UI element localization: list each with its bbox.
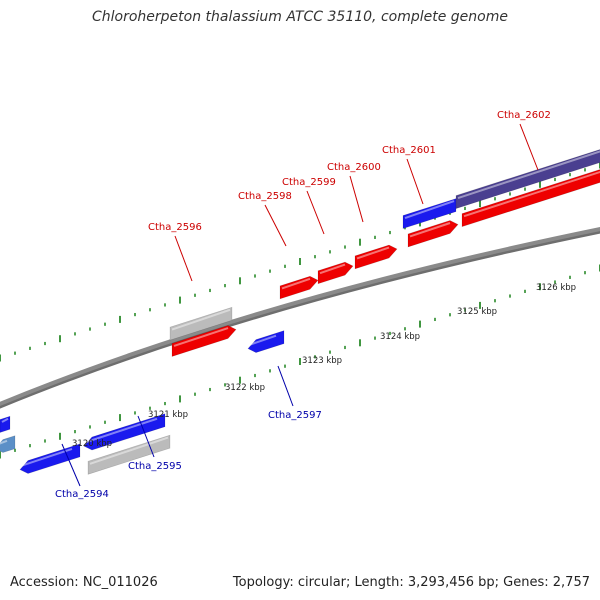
scale-label: 3123 kbp bbox=[302, 356, 342, 366]
callout-line bbox=[174, 235, 193, 282]
gene-ctha-2601-reverse[interactable] bbox=[402, 198, 457, 229]
scale-label: 3121 kbp bbox=[148, 410, 188, 420]
gene-ctha-2596-rna[interactable] bbox=[169, 306, 233, 341]
gene-ctha-2595[interactable] bbox=[83, 413, 166, 451]
gene-label-reverse[interactable]: Ctha_2597 bbox=[268, 410, 322, 421]
gene-ctha-2595-rna-highlight bbox=[89, 436, 169, 465]
scale-label: 3125 kbp bbox=[457, 307, 497, 317]
callout-line bbox=[277, 365, 294, 407]
gene-label-forward[interactable]: Ctha_2600 bbox=[327, 162, 381, 173]
gene-ctha-2598-highlight bbox=[281, 277, 311, 290]
backbone-shadow bbox=[0, 228, 600, 409]
scale-label: 3122 kbp bbox=[225, 383, 265, 393]
gene-ctha-2601-highlight bbox=[409, 222, 451, 238]
gene-left-edge[interactable] bbox=[0, 415, 11, 433]
lower-tick-track bbox=[0, 264, 600, 459]
gene-ctha-2599-highlight bbox=[319, 263, 346, 275]
gene-ctha-2595-highlight bbox=[85, 417, 158, 444]
gene-ctha-2601-reverse-highlight bbox=[404, 200, 455, 219]
gene-ctha-2594-highlight bbox=[21, 448, 73, 467]
callout-line bbox=[61, 443, 81, 487]
gene-ctha-2601[interactable] bbox=[407, 220, 459, 248]
gene-pale-edge[interactable] bbox=[0, 435, 16, 453]
upper-tick-track bbox=[0, 161, 600, 362]
gene-ctha-2597-highlight bbox=[249, 334, 277, 346]
genome-backbone bbox=[0, 227, 600, 407]
gene-label-forward[interactable]: Ctha_2598 bbox=[238, 191, 292, 202]
callout-line bbox=[349, 175, 364, 223]
gene-label-forward[interactable]: Ctha_2596 bbox=[148, 222, 202, 233]
gene-ctha-2600[interactable] bbox=[354, 244, 398, 270]
gene-label-reverse[interactable]: Ctha_2594 bbox=[55, 489, 109, 500]
scale-label: 3124 kbp bbox=[380, 332, 420, 342]
gene-pale-edge-highlight bbox=[0, 439, 8, 445]
callout-line bbox=[137, 415, 155, 458]
gene-label-reverse[interactable]: Ctha_2595 bbox=[128, 461, 182, 472]
gene-purple-block-highlight bbox=[457, 150, 600, 200]
scale-label: 3120 kbp bbox=[72, 439, 112, 449]
gene-ctha-2602-highlight bbox=[463, 170, 600, 218]
callout-line bbox=[306, 190, 325, 235]
gene-ctha-2599[interactable] bbox=[317, 261, 354, 285]
gene-label-forward[interactable]: Ctha_2602 bbox=[497, 110, 551, 121]
gene-ctha-2602[interactable] bbox=[461, 169, 600, 228]
callout-line bbox=[406, 158, 424, 205]
gene-purple-block[interactable] bbox=[455, 146, 600, 209]
gene-ctha-2600-highlight bbox=[356, 246, 390, 260]
gene-label-forward[interactable]: Ctha_2601 bbox=[382, 145, 436, 156]
gene-ctha-2598[interactable] bbox=[279, 275, 319, 300]
gene-ctha-2596-rna-highlight bbox=[171, 308, 231, 331]
scale-label: 3126 kbp bbox=[536, 283, 576, 293]
map-title: Chloroherpeton thalassium ATCC 35110, co… bbox=[92, 9, 508, 25]
genome-summary-text: Topology: circular; Length: 3,293,456 bp… bbox=[232, 575, 590, 590]
gene-left-edge-highlight bbox=[1, 417, 9, 423]
callout-line bbox=[264, 204, 287, 247]
gene-label-forward[interactable]: Ctha_2599 bbox=[282, 177, 336, 188]
gene-ctha-2596[interactable] bbox=[171, 325, 237, 357]
callout-line bbox=[519, 123, 539, 171]
gene-ctha-2597[interactable] bbox=[247, 330, 285, 353]
accession-text: Accession: NC_011026 bbox=[10, 575, 158, 590]
gene-ctha-2596-highlight bbox=[173, 327, 229, 347]
